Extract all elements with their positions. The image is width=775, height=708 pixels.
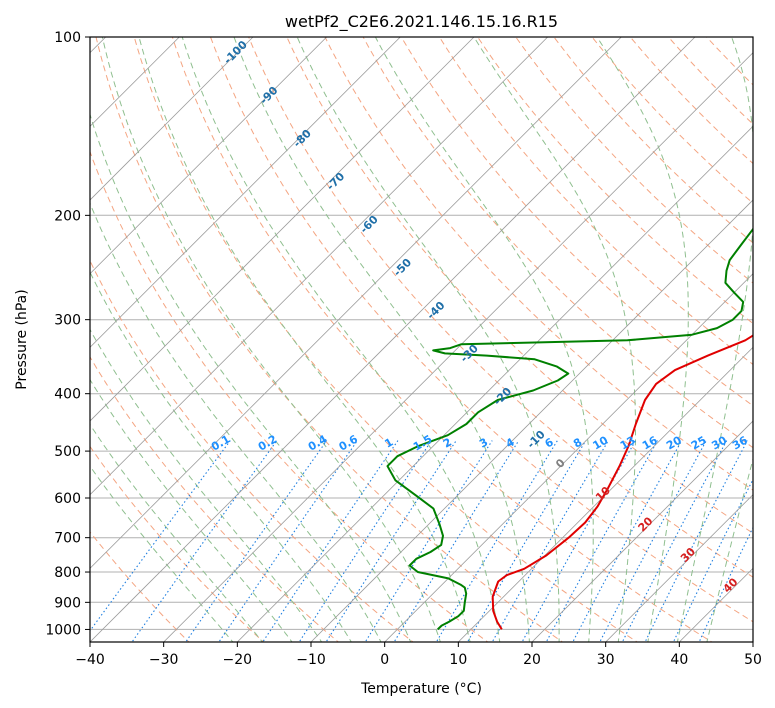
plot-area: -100-90-80-70-60-50-40-30-20-10010203040… (90, 37, 753, 642)
isotherm (90, 37, 327, 275)
data-series (386, 227, 753, 631)
x-tick-label: −10 (296, 652, 326, 668)
moist-adiabat (473, 37, 636, 642)
y-tick-label: 1000 (45, 622, 81, 638)
y-tick-label: 400 (54, 387, 81, 403)
mixing-ratio-line (672, 478, 753, 642)
dry-adiabat (90, 445, 265, 642)
moist-adiabats (90, 37, 753, 642)
mixing-ratio-line (364, 440, 493, 642)
isotherm (163, 52, 753, 642)
temperature-profile (491, 334, 753, 630)
dry-adiabat (248, 37, 753, 578)
y-tick-label: 900 (54, 595, 81, 611)
moist-adiabat (233, 37, 530, 642)
x-axis-title: Temperature (°C) (360, 681, 482, 697)
dry-adiabat (209, 37, 753, 623)
moist-adiabat (90, 328, 323, 642)
x-tick-label: 20 (523, 652, 541, 668)
isotherm (310, 199, 753, 642)
plot-frame (89, 36, 754, 643)
mixing-ratio-line (298, 440, 432, 642)
mixing-ratio-line (572, 440, 683, 642)
y-tick-label: 800 (54, 565, 81, 581)
dry-adiabat (438, 37, 753, 366)
moist-adiabat (374, 37, 594, 642)
dry-adiabat (90, 150, 489, 642)
isotherm (90, 37, 696, 642)
mixing-ratio-line (466, 440, 587, 642)
y-axis: 1000 900 800 700 600 500 400 300 200 100 (45, 30, 90, 638)
moist-adiabat (101, 37, 441, 642)
x-tick-label: −20 (223, 652, 253, 668)
mixing-ratio-line (325, 440, 457, 642)
isotherm (605, 494, 753, 642)
moist-adiabat (706, 456, 753, 642)
y-tick-label: 500 (54, 444, 81, 460)
x-axis: −40 −30 −20 −10 0 10 20 30 40 50 (75, 642, 762, 668)
dry-adiabats (90, 37, 753, 642)
x-tick-label: 40 (670, 652, 688, 668)
moist-adiabat (90, 465, 234, 642)
moist-adiabat (90, 271, 352, 642)
y-tick-label: 300 (54, 313, 81, 329)
mixing-ratio-line (131, 440, 278, 642)
moist-adiabat (90, 112, 412, 642)
isotherm (237, 125, 753, 642)
dewpoint-profile (386, 227, 753, 631)
dry-adiabat (324, 37, 753, 491)
x-tick-label: −30 (149, 652, 179, 668)
moist-adiabat (596, 37, 689, 642)
chart-title: wetPf2_C2E6.2021.146.15.16.R15 (285, 12, 558, 32)
x-tick-label: 10 (449, 652, 467, 668)
y-tick-label: 200 (54, 208, 81, 224)
dry-adiabat (515, 37, 753, 284)
moist-adiabat (296, 37, 560, 642)
mixing-ratio-line (521, 440, 637, 642)
x-tick-label: 0 (380, 652, 389, 668)
dry-adiabat (286, 37, 753, 534)
dry-adiabat (95, 37, 564, 642)
isotherm (90, 37, 548, 496)
moist-adiabat (90, 423, 264, 642)
isotherm (531, 420, 753, 642)
moist-adiabat (90, 202, 382, 642)
x-tick-label: 50 (744, 652, 762, 668)
mixing-ratio-line (262, 440, 399, 642)
y-tick-label: 700 (54, 531, 81, 547)
isotherm (458, 346, 753, 642)
skewed-isotherms (90, 37, 753, 642)
mixing-ratio-lines (90, 440, 753, 642)
mixing-ratio-line (491, 440, 609, 642)
isotherm (90, 37, 622, 569)
dry-adiabat (90, 356, 340, 642)
dry-adiabat (629, 37, 753, 165)
x-tick-label: 30 (597, 652, 615, 668)
x-tick-label: −40 (75, 652, 105, 668)
mixing-ratio-line (698, 526, 753, 642)
dry-adiabat (477, 37, 753, 325)
isotherm (90, 37, 475, 422)
mixing-ratio-line (185, 440, 328, 642)
dry-adiabat (90, 259, 414, 642)
y-tick-label: 600 (54, 491, 81, 507)
dry-adiabat (362, 37, 753, 449)
moist-adiabat (90, 378, 293, 642)
isotherm (90, 37, 254, 201)
y-axis-title: Pressure (hPa) (14, 289, 30, 389)
dry-adiabat (400, 37, 753, 407)
y-tick-label: 100 (54, 30, 81, 46)
mixing-ratio-line (218, 440, 358, 642)
isotherm (90, 37, 401, 348)
isotherm (384, 273, 753, 642)
